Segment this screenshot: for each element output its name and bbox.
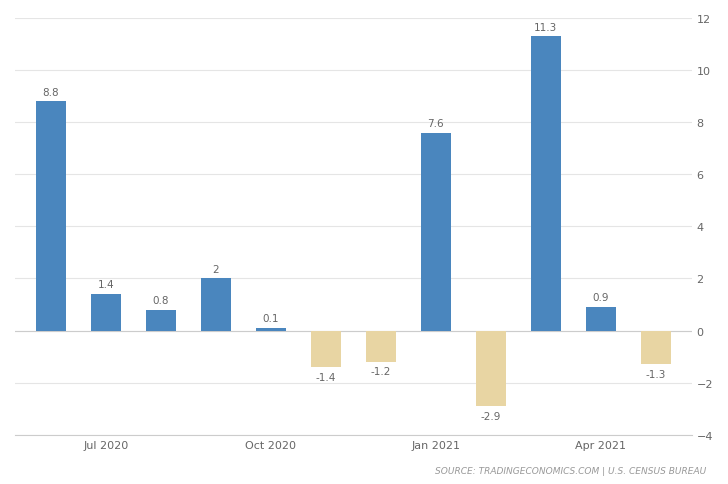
Text: 8.8: 8.8	[42, 88, 59, 97]
Text: 1.4: 1.4	[98, 280, 114, 290]
Bar	[256, 328, 286, 331]
Text: 0.8: 0.8	[153, 295, 169, 305]
Text: 7.6: 7.6	[427, 119, 444, 129]
Bar	[641, 331, 671, 364]
Bar	[146, 310, 176, 331]
Bar	[311, 331, 341, 367]
Text: -1.2: -1.2	[371, 367, 391, 377]
Bar	[36, 102, 66, 331]
Text: 0.9: 0.9	[593, 293, 609, 303]
Text: -1.3: -1.3	[646, 369, 666, 379]
Text: 0.1: 0.1	[263, 314, 279, 324]
Text: 2: 2	[213, 264, 219, 274]
Text: -1.4: -1.4	[316, 372, 336, 382]
Bar	[421, 133, 451, 331]
Bar	[91, 294, 121, 331]
Text: -2.9: -2.9	[480, 411, 501, 421]
Text: SOURCE: TRADINGECONOMICS.COM | U.S. CENSUS BUREAU: SOURCE: TRADINGECONOMICS.COM | U.S. CENS…	[435, 466, 706, 475]
Text: 11.3: 11.3	[534, 22, 558, 32]
Bar	[475, 331, 506, 406]
Bar	[201, 279, 231, 331]
Bar	[586, 307, 616, 331]
Bar	[531, 37, 561, 331]
Bar	[365, 331, 396, 362]
